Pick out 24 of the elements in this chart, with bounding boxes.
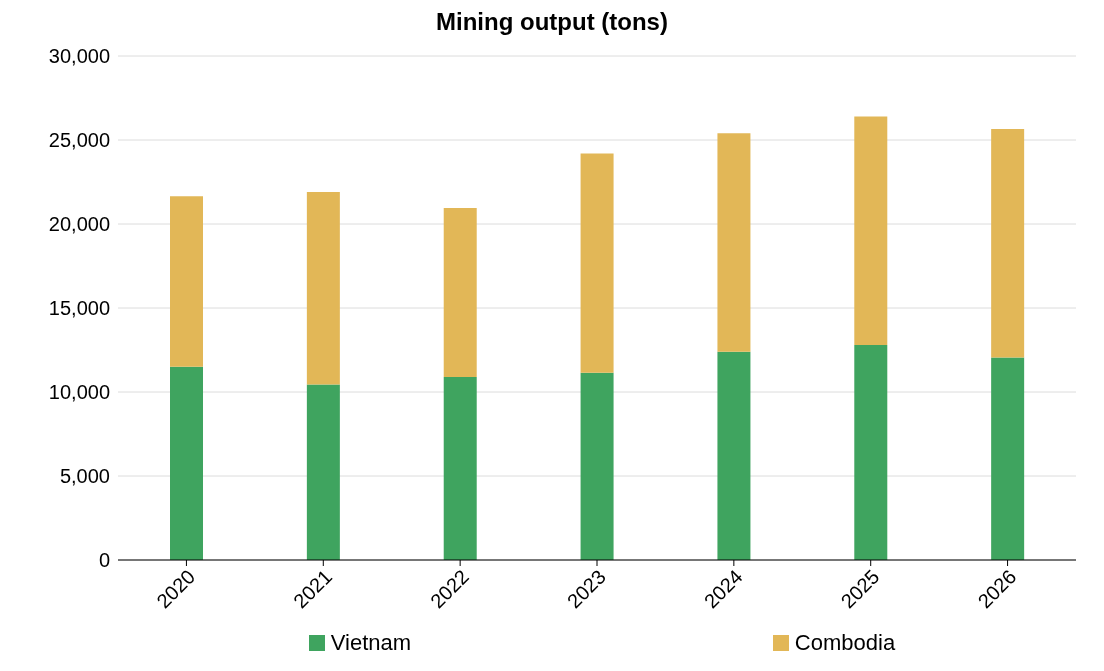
bar bbox=[717, 351, 751, 560]
bar bbox=[306, 384, 340, 560]
bar bbox=[991, 129, 1025, 358]
chart-title: Mining output (tons) bbox=[435, 8, 669, 36]
bar bbox=[580, 153, 614, 373]
y-tick-label: 20,000 bbox=[48, 213, 110, 236]
bar bbox=[991, 357, 1025, 560]
bar bbox=[170, 366, 204, 560]
bar bbox=[443, 208, 477, 377]
bar bbox=[854, 344, 888, 560]
bar bbox=[854, 116, 888, 345]
legend-label: Combodia bbox=[794, 630, 896, 656]
y-tick-label: 5,000 bbox=[59, 465, 110, 488]
bar bbox=[717, 133, 751, 352]
bar bbox=[443, 376, 477, 560]
y-tick-label: 15,000 bbox=[48, 297, 110, 320]
legend-label: Vietnam bbox=[330, 630, 412, 656]
bar bbox=[580, 372, 614, 560]
bar bbox=[306, 192, 340, 385]
bar bbox=[170, 196, 204, 367]
y-tick-label: 0 bbox=[98, 549, 110, 572]
y-tick-label: 30,000 bbox=[48, 45, 110, 68]
y-tick-label: 10,000 bbox=[48, 381, 110, 404]
y-tick-label: 25,000 bbox=[48, 129, 110, 152]
